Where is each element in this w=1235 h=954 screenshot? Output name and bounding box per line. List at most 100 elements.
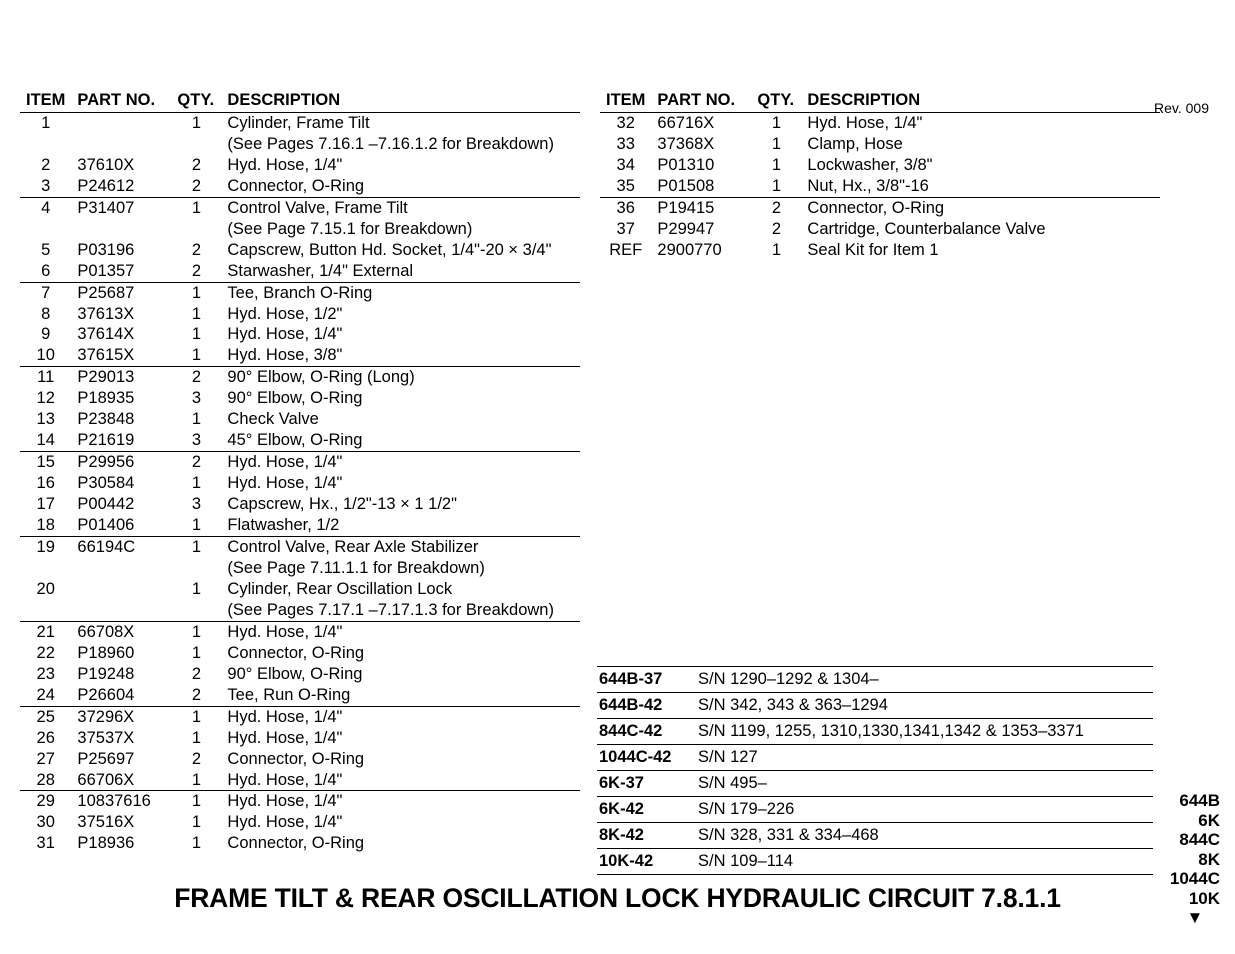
table-row: 7P256871Tee, Branch O-Ring	[20, 282, 580, 303]
cell-desc: Hyd. Hose, 1/4"	[221, 473, 580, 494]
cell-qty: 1	[171, 728, 221, 749]
cell-desc: Seal Kit for Item 1	[801, 240, 1160, 261]
cell-item: 9	[20, 324, 71, 345]
table-row: 17P004423Capscrew, Hx., 1/2"-13 × 1 1/2"	[20, 494, 580, 515]
cell-part: P31407	[71, 197, 171, 218]
sn-value: S/N 109–114	[698, 852, 793, 871]
cell-desc: Hyd. Hose, 1/4"	[221, 621, 580, 642]
table-row: 2866706X1Hyd. Hose, 1/4"	[20, 770, 580, 791]
table-row: 5P031962Capscrew, Button Hd. Socket, 1/4…	[20, 240, 580, 261]
page: Rev. 009 ITEM PART NO. QTY. DESCRIPTION …	[0, 0, 1235, 954]
cell-part: P19248	[71, 664, 171, 685]
cell-qty: 1	[171, 304, 221, 325]
cell-desc: Capscrew, Button Hd. Socket, 1/4"-20 × 3…	[221, 240, 580, 261]
cell-part: 37614X	[71, 324, 171, 345]
table-row: 27P256972Connector, O-Ring	[20, 749, 580, 770]
cell-item: 12	[20, 388, 71, 409]
cell-desc: 45° Elbow, O-Ring	[221, 430, 580, 451]
cell-part: P25687	[71, 282, 171, 303]
parts-table-left: ITEM PART NO. QTY. DESCRIPTION 11Cylinde…	[20, 90, 580, 854]
cell-part	[71, 112, 171, 133]
cell-qty: 1	[751, 134, 801, 155]
cell-item: 34	[600, 155, 651, 176]
cell-item	[20, 134, 71, 155]
header-row: ITEM PART NO. QTY. DESCRIPTION	[20, 90, 580, 112]
model-list-item: 644B	[1170, 791, 1220, 811]
cell-part: P03196	[71, 240, 171, 261]
cell-desc: Cylinder, Frame Tilt	[221, 112, 580, 133]
cell-part: 66194C	[71, 537, 171, 558]
cell-qty: 3	[171, 494, 221, 515]
table-row: 24P266042Tee, Run O-Ring	[20, 685, 580, 706]
hdr-part: PART NO.	[71, 90, 171, 112]
cell-desc: (See Page 7.15.1 for Breakdown)	[221, 219, 580, 240]
table-row: 14P21619345° Elbow, O-Ring	[20, 430, 580, 451]
cell-qty: 2	[171, 664, 221, 685]
sn-row: 6K-37S/N 495–	[597, 770, 1153, 796]
table-row: 3337368X1Clamp, Hose	[600, 134, 1160, 155]
cell-part: 66706X	[71, 770, 171, 791]
table-row: 37P299472Cartridge, Counterbalance Valve	[600, 219, 1160, 240]
cell-qty: 3	[171, 388, 221, 409]
cell-item: 26	[20, 728, 71, 749]
page-title: FRAME TILT & REAR OSCILLATION LOCK HYDRA…	[0, 883, 1235, 914]
sn-value: S/N 179–226	[698, 800, 794, 819]
cell-desc: 90° Elbow, O-Ring (Long)	[221, 367, 580, 388]
cell-desc: Nut, Hx., 3/8"-16	[801, 176, 1160, 197]
cell-part	[71, 579, 171, 600]
cell-item: 19	[20, 537, 71, 558]
cell-qty: 2	[171, 240, 221, 261]
sn-value: S/N 1290–1292 & 1304–	[698, 670, 879, 689]
cell-item: 25	[20, 706, 71, 727]
cell-part: P30584	[71, 473, 171, 494]
cell-item: 37	[600, 219, 651, 240]
table-row: 35P015081Nut, Hx., 3/8"-16	[600, 176, 1160, 197]
cell-item: 29	[20, 791, 71, 812]
cell-desc: Hyd. Hose, 1/4"	[221, 706, 580, 727]
cell-item: 24	[20, 685, 71, 706]
cell-qty: 1	[171, 579, 221, 600]
sn-row: 8K-42S/N 328, 331 & 334–468	[597, 822, 1153, 848]
cell-item: 3	[20, 176, 71, 197]
cell-qty: 1	[171, 621, 221, 642]
cell-item: 27	[20, 749, 71, 770]
cell-qty: 1	[171, 770, 221, 791]
cell-qty: 1	[171, 473, 221, 494]
cell-qty: 1	[171, 197, 221, 218]
cell-part: P29013	[71, 367, 171, 388]
table-row: 4P314071Control Valve, Frame Tilt	[20, 197, 580, 218]
cell-part: P24612	[71, 176, 171, 197]
cell-qty: 1	[171, 282, 221, 303]
cell-part: 37613X	[71, 304, 171, 325]
cell-desc: Hyd. Hose, 1/4"	[221, 452, 580, 473]
cell-item: 23	[20, 664, 71, 685]
cell-part: P21619	[71, 430, 171, 451]
cell-qty: 3	[171, 430, 221, 451]
cell-item: 16	[20, 473, 71, 494]
sn-model: 10K-42	[599, 852, 684, 871]
cell-desc: 90° Elbow, O-Ring	[221, 664, 580, 685]
cell-item: 4	[20, 197, 71, 218]
cell-item: 13	[20, 409, 71, 430]
table-row: 1037615X1Hyd. Hose, 3/8"	[20, 345, 580, 366]
cell-item: 10	[20, 345, 71, 366]
cell-desc: Starwasher, 1/4" External	[221, 261, 580, 282]
cell-qty: 2	[171, 155, 221, 176]
sn-row: 844C-42S/N 1199, 1255, 1310,1330,1341,13…	[597, 718, 1153, 744]
table-row: 2637537X1Hyd. Hose, 1/4"	[20, 728, 580, 749]
hdr-item: ITEM	[600, 90, 651, 112]
cell-item: 20	[20, 579, 71, 600]
table-row: 16P305841Hyd. Hose, 1/4"	[20, 473, 580, 494]
cell-qty: 1	[751, 112, 801, 133]
table-row: 3266716X1Hyd. Hose, 1/4"	[600, 112, 1160, 133]
cell-qty: 1	[171, 515, 221, 536]
sn-value: S/N 328, 331 & 334–468	[698, 826, 879, 845]
sn-value: S/N 127	[698, 748, 758, 767]
cell-desc: Hyd. Hose, 1/4"	[221, 791, 580, 812]
model-list-item: 8K	[1170, 850, 1220, 870]
table-row: 11P29013290° Elbow, O-Ring (Long)	[20, 367, 580, 388]
cell-qty: 2	[171, 176, 221, 197]
cell-desc: Connector, O-Ring	[221, 833, 580, 854]
table-row: 11Cylinder, Frame Tilt	[20, 112, 580, 133]
cell-part: 66708X	[71, 621, 171, 642]
